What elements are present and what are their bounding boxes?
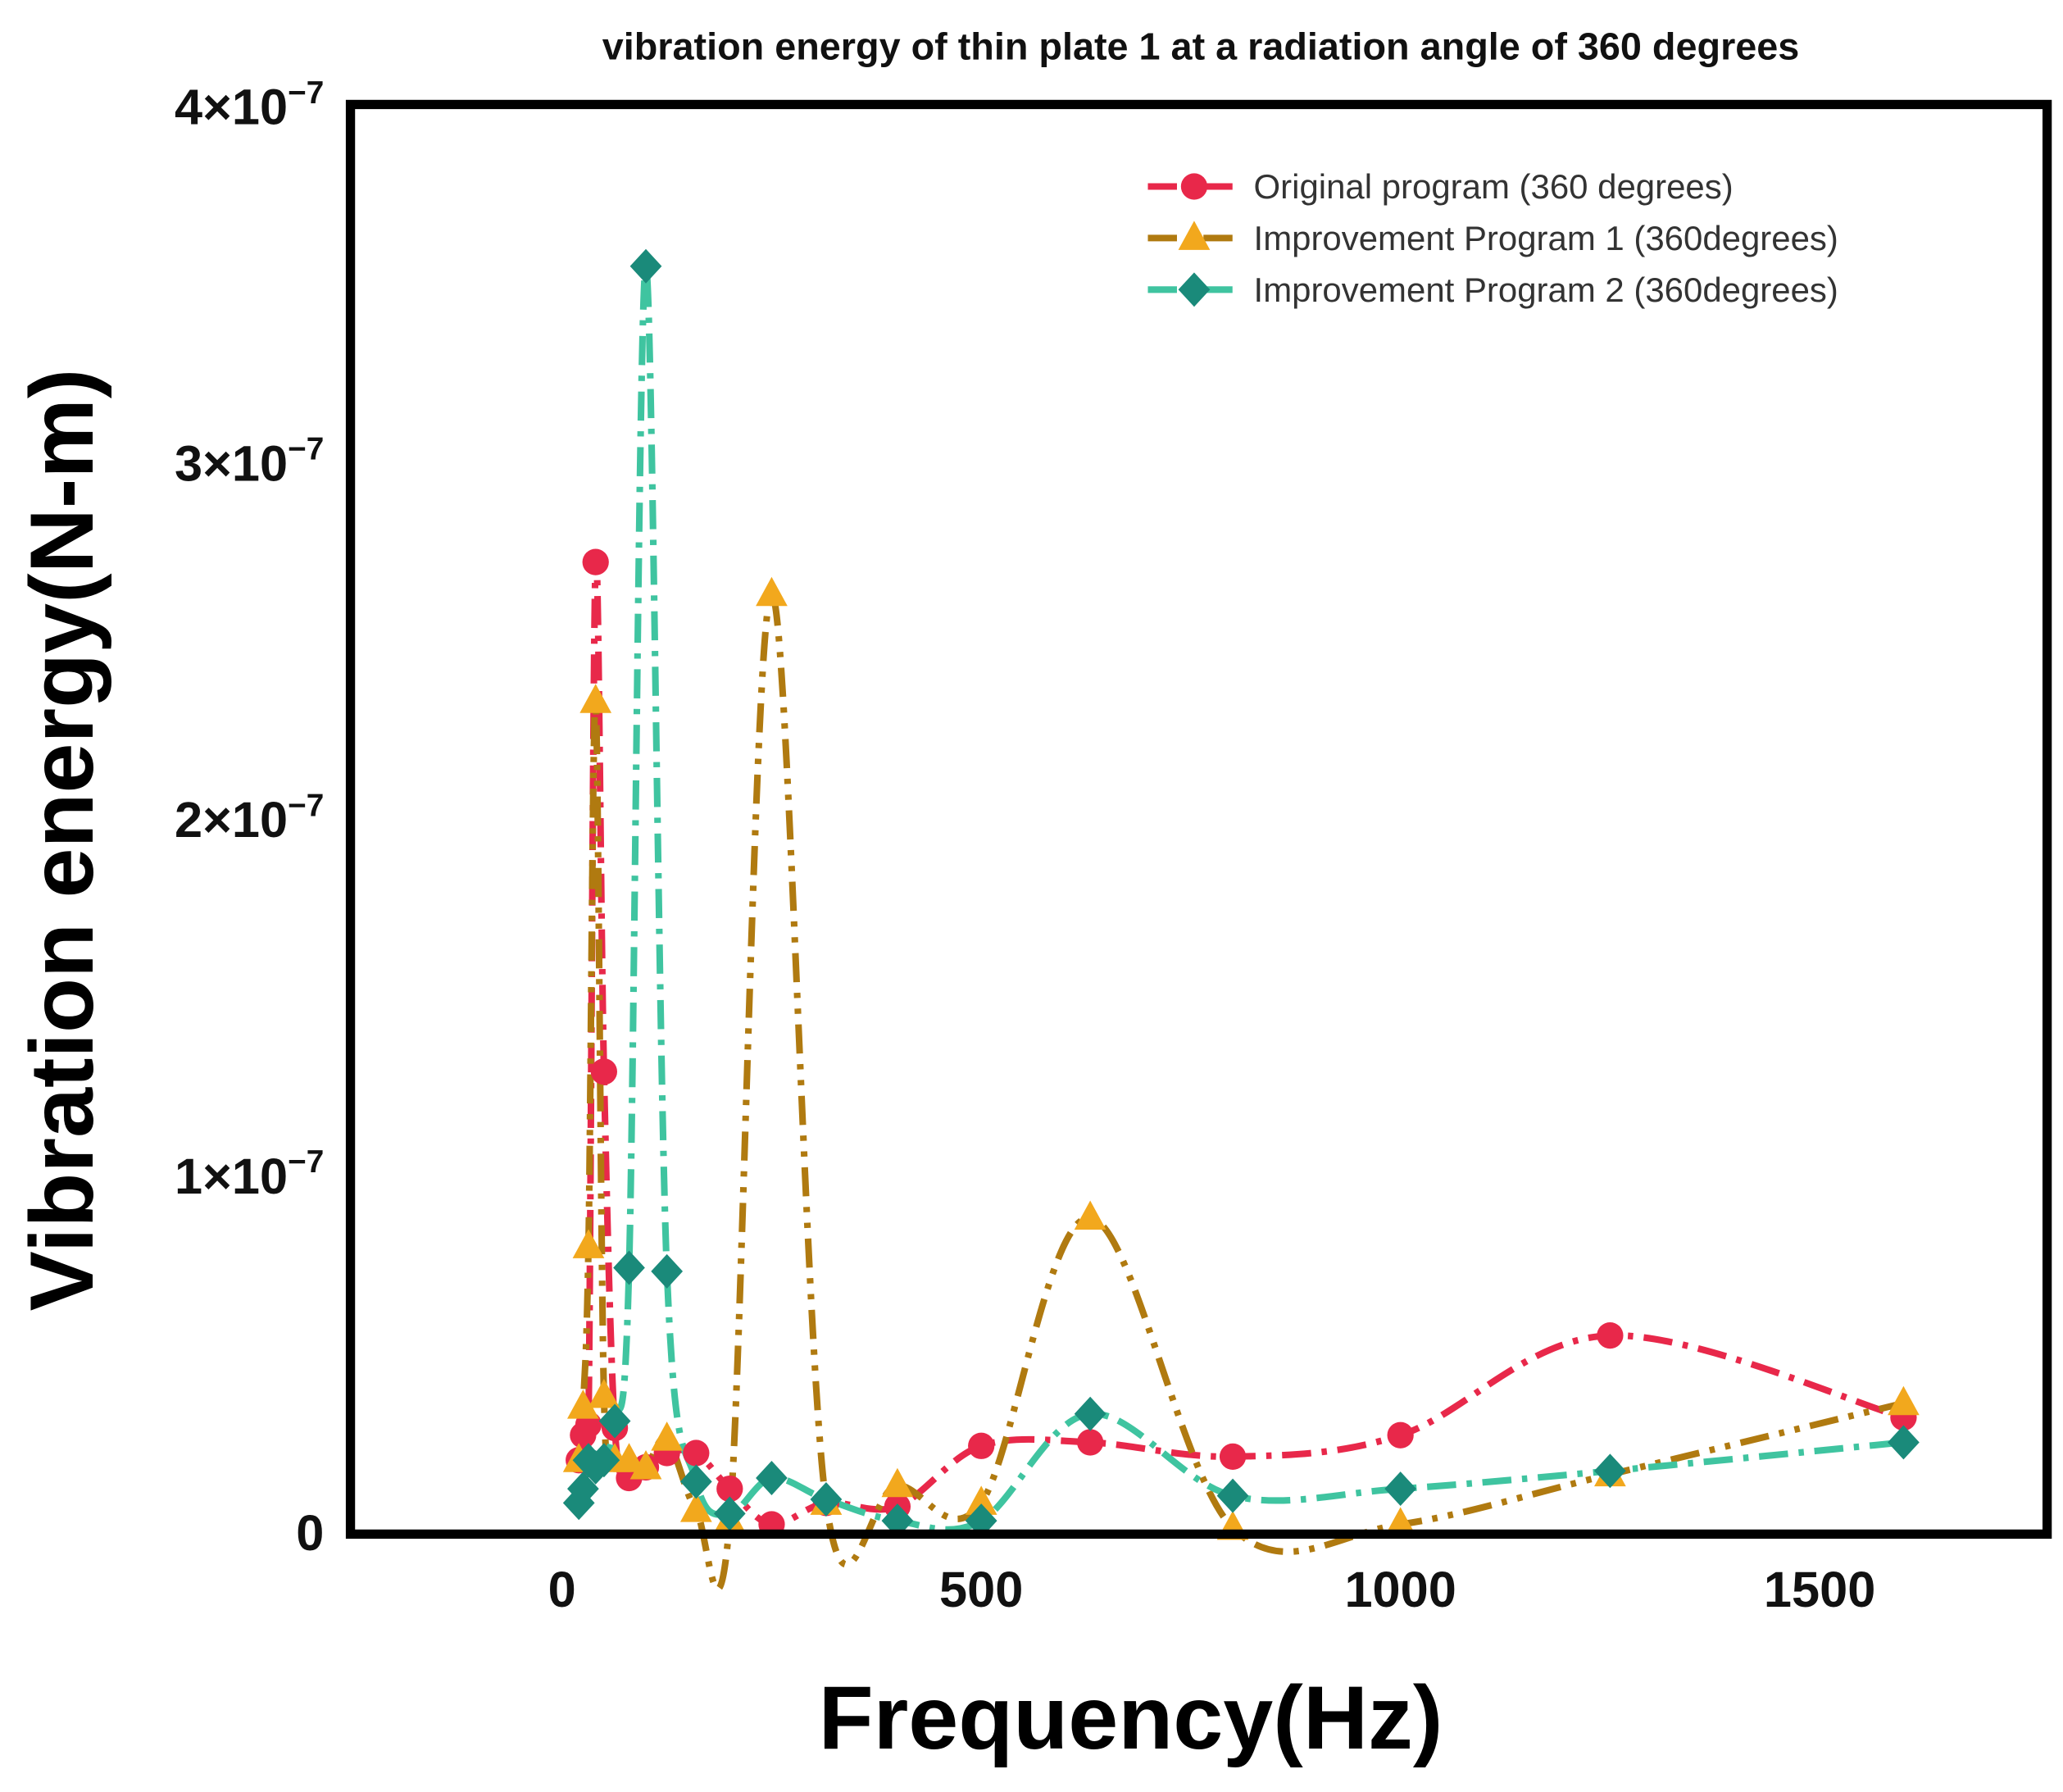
y-tick-label: 1×10−7	[175, 1144, 324, 1204]
plot-markers	[562, 248, 1920, 1540]
data-point-series-2	[579, 684, 612, 713]
legend-label: Original program (360 degrees)	[1254, 167, 1734, 206]
data-point-series-3	[588, 1443, 620, 1478]
data-point-series-2	[588, 1379, 620, 1408]
x-tick-label: 0	[548, 1562, 576, 1617]
data-point-series-3	[1888, 1425, 1920, 1460]
legend-label: Improvement Program 2 (360degrees)	[1254, 271, 1838, 309]
y-tick-base: 4×10	[175, 80, 288, 135]
y-tick-exponent: −7	[288, 432, 324, 467]
y-tick-labels: 01×10−72×10−73×10−74×10−7	[175, 75, 324, 1561]
chart-title: vibration energy of thin plate 1 at a ra…	[602, 25, 1800, 68]
y-tick-exponent: −7	[288, 75, 324, 111]
data-point-series-2	[965, 1485, 997, 1515]
data-point-series-2	[1074, 1200, 1106, 1230]
plot-frame	[345, 99, 2052, 1540]
y-tick-label: 0	[296, 1505, 324, 1561]
legend-marker-triangle-icon	[1178, 221, 1211, 250]
data-point-series-1	[968, 1432, 995, 1459]
y-tick-label: 2×10−7	[175, 788, 324, 848]
series-line-3	[575, 262, 1904, 1533]
data-point-series-3	[679, 1464, 712, 1499]
legend-label: Improvement Program 1 (360degrees)	[1254, 219, 1838, 257]
data-point-series-2	[756, 576, 788, 607]
x-axis-label: Frequency(Hz)	[819, 1668, 1443, 1768]
data-point-series-3	[1216, 1478, 1249, 1513]
y-axis-label: Vibration energy(N-m)	[12, 369, 112, 1312]
legend-marker-circle-icon	[1180, 173, 1208, 200]
series-line-1	[575, 553, 1905, 1528]
data-point-series-3	[713, 1496, 746, 1531]
data-point-series-3	[598, 1403, 631, 1439]
y-tick-label: 4×10−7	[175, 75, 324, 135]
data-point-series-1	[1387, 1421, 1414, 1449]
data-point-series-1	[716, 1475, 743, 1503]
legend-marker-diamond-icon	[1178, 272, 1211, 307]
data-point-series-3	[567, 1471, 599, 1507]
y-tick-base: 2×10	[175, 792, 288, 848]
data-point-series-3	[1074, 1396, 1106, 1431]
y-tick-exponent: −7	[288, 788, 324, 823]
data-point-series-1	[683, 1440, 710, 1467]
data-point-series-2	[572, 1229, 605, 1258]
y-tick-base: 3×10	[175, 435, 288, 491]
y-tick-base: 1×10	[175, 1148, 288, 1204]
data-point-series-3	[756, 1461, 788, 1495]
data-point-series-3	[881, 1503, 914, 1539]
data-point-series-2	[629, 1449, 662, 1480]
data-point-series-3	[810, 1482, 843, 1517]
data-point-series-1	[1219, 1443, 1247, 1471]
x-tick-label: 500	[939, 1562, 1023, 1617]
data-point-series-2	[1888, 1385, 1920, 1416]
y-tick-label: 3×10−7	[175, 432, 324, 492]
plot-lines	[575, 262, 1905, 1593]
x-tick-label: 1500	[1764, 1562, 1875, 1617]
data-point-series-2	[1384, 1507, 1417, 1536]
x-tick-label: 1000	[1344, 1562, 1456, 1617]
data-point-series-2	[567, 1389, 599, 1419]
data-point-series-2	[679, 1493, 712, 1522]
data-point-series-1	[1597, 1321, 1624, 1349]
data-point-series-1	[1077, 1429, 1104, 1456]
data-point-series-3	[1594, 1453, 1626, 1489]
legend: Original program (360 degrees) Improvemen…	[1147, 167, 1838, 309]
y-tick-base: 0	[296, 1505, 324, 1561]
series-line-2	[575, 590, 1905, 1593]
data-point-series-2	[881, 1467, 914, 1498]
data-point-series-1	[590, 1058, 618, 1085]
x-tick-labels: 0 500 1000 1500	[548, 1562, 1876, 1617]
data-point-series-1	[582, 548, 609, 575]
data-point-series-3	[965, 1503, 997, 1539]
data-point-series-3	[629, 248, 662, 284]
data-point-series-2	[651, 1421, 684, 1451]
y-tick-exponent: −7	[288, 1144, 324, 1180]
data-point-series-3	[1384, 1471, 1417, 1507]
data-point-series-3	[651, 1253, 684, 1289]
data-point-series-2	[613, 1443, 645, 1472]
data-point-series-3	[613, 1250, 645, 1285]
